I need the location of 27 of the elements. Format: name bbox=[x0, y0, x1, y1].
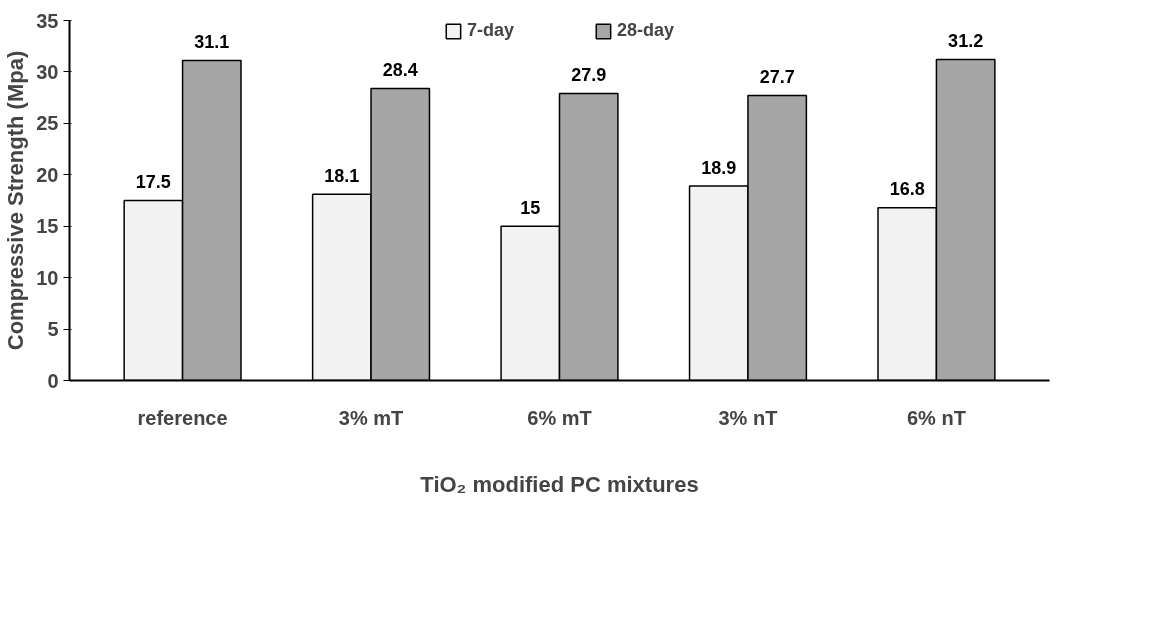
data-label: 31.2 bbox=[948, 31, 984, 52]
y-axis-title: Compressive Strength (Mpa) bbox=[3, 50, 29, 351]
data-label: 31.1 bbox=[194, 32, 230, 53]
x-tick-label: 6% nT bbox=[906, 406, 966, 429]
data-label: 27.9 bbox=[571, 65, 607, 86]
y-tick-label: 0 bbox=[47, 369, 59, 392]
data-label: 18.9 bbox=[701, 157, 737, 178]
data-label: 18.1 bbox=[324, 165, 360, 186]
x-tick-label: 6% mT bbox=[527, 406, 592, 429]
legend-label: 28-day bbox=[616, 20, 675, 41]
y-tick-label: 20 bbox=[36, 163, 59, 186]
x-tick-label: reference bbox=[137, 406, 228, 429]
y-tick-label: 30 bbox=[36, 60, 59, 83]
y-tick-label: 5 bbox=[47, 318, 59, 341]
data-label: 27.7 bbox=[759, 67, 795, 88]
data-label: 16.8 bbox=[889, 179, 925, 200]
data-label: 28.4 bbox=[382, 60, 418, 81]
y-tick-label: 25 bbox=[36, 112, 59, 135]
x-tick-label: 3% mT bbox=[338, 406, 404, 429]
y-tick-label: 35 bbox=[36, 9, 59, 32]
legend-label: 7-day bbox=[466, 20, 514, 41]
data-label: 15 bbox=[520, 197, 541, 218]
data-label: 17.5 bbox=[135, 172, 171, 193]
y-tick-label: 15 bbox=[36, 215, 59, 238]
x-tick-label: 3% nT bbox=[718, 406, 778, 429]
x-axis-title: TiO₂ modified PC mixtures bbox=[420, 471, 699, 497]
y-tick-label: 10 bbox=[36, 266, 59, 289]
